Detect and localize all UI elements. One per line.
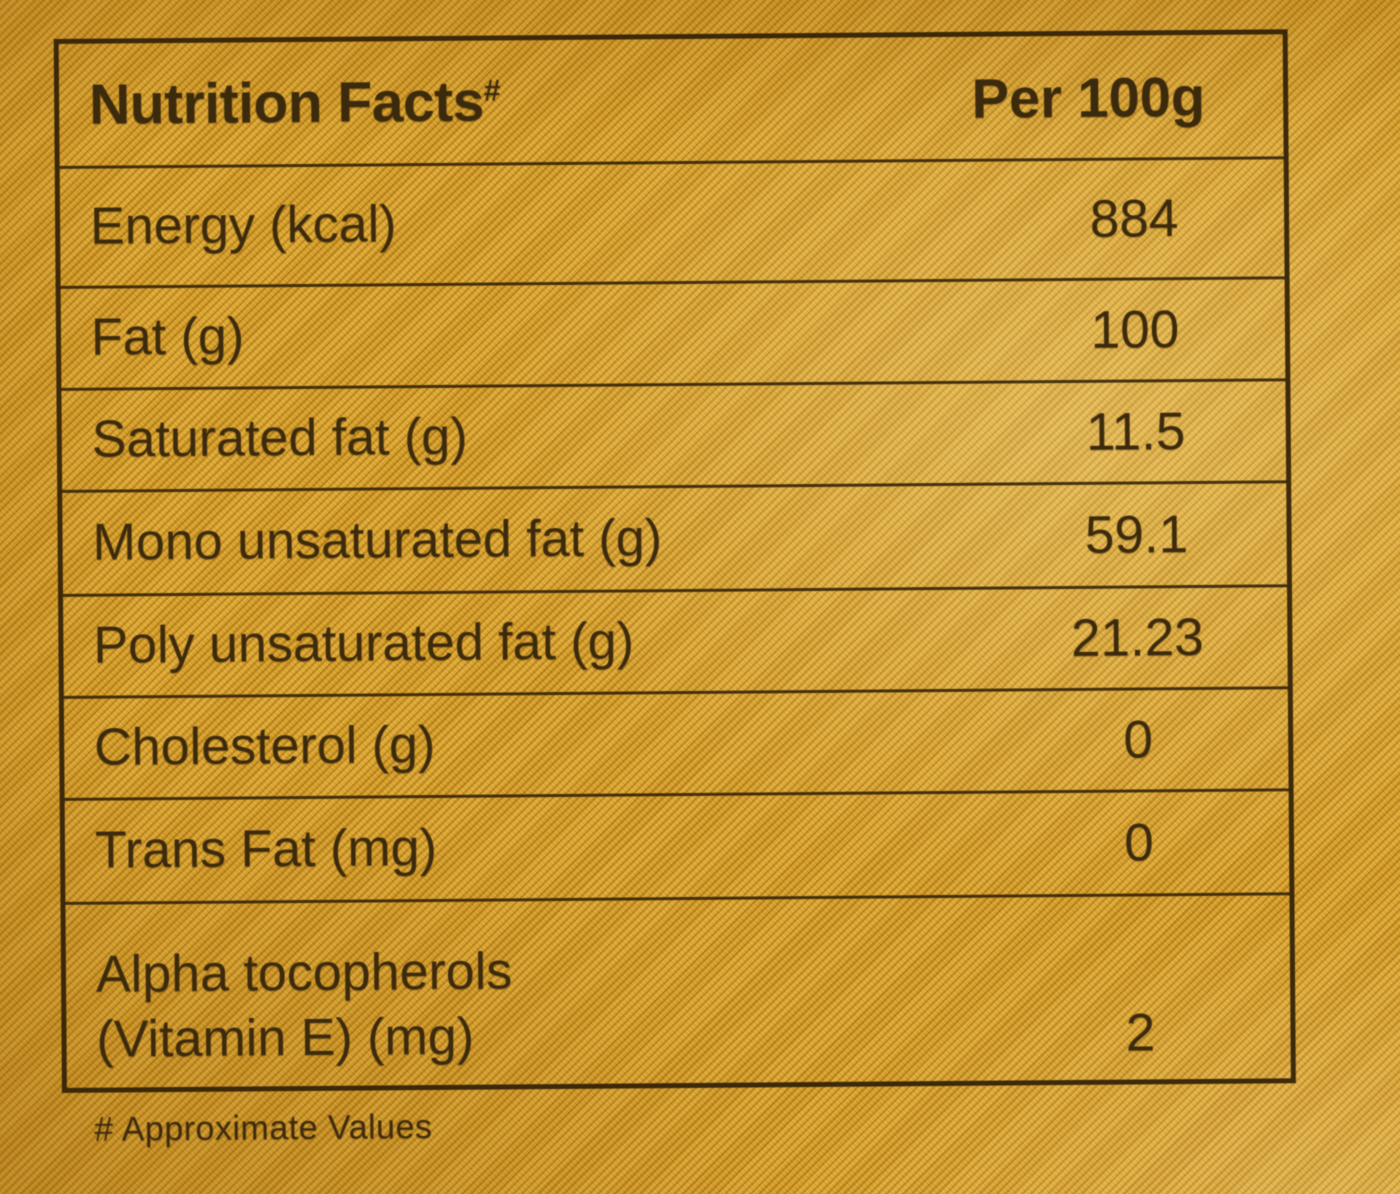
row-label: Cholesterol (g) [93, 715, 436, 777]
row-label: Saturated fat (g) [91, 407, 468, 469]
table-row-mono-unsaturated-fat: Mono unsaturated fat (g) 59.1 [62, 480, 1287, 594]
row-value: 884 [1089, 189, 1179, 249]
footnote-marker-superscript: # [483, 74, 501, 108]
row-label: Mono unsaturated fat (g) [92, 508, 663, 572]
table-row-energy: Energy (kcal) 884 [59, 156, 1285, 286]
nutrition-facts-table: Nutrition Facts# Per 100g Energy (kcal) … [53, 29, 1296, 1093]
table-row-poly-unsaturated-fat: Poly unsaturated fat (g) 21.23 [63, 584, 1288, 696]
row-value: 100 [1090, 300, 1180, 360]
table-row-saturated-fat: Saturated fat (g) 11.5 [61, 378, 1287, 490]
table-row-trans-fat: Trans Fat (mg) 0 [64, 788, 1290, 902]
row-value: 2 [1125, 1003, 1156, 1063]
table-row-cholesterol: Cholesterol (g) 0 [63, 686, 1289, 798]
footnote: # Approximate Values [94, 1108, 433, 1149]
row-label-line2: (Vitamin E) (mg) [96, 1008, 475, 1070]
row-label: Alpha tocopherols (Vitamin E) (mg) [96, 939, 513, 1073]
table-header-row: Nutrition Facts# Per 100g [59, 34, 1284, 166]
table-row-fat: Fat (g) 100 [60, 276, 1286, 388]
row-value: 59.1 [1084, 505, 1189, 565]
row-label: Fat (g) [90, 307, 245, 367]
table-row-alpha-tocopherols: Alpha tocopherols (Vitamin E) (mg) 2 [65, 892, 1291, 1088]
table-title: Nutrition Facts# [89, 68, 500, 137]
per-100g-column-header: Per 100g [971, 64, 1206, 130]
row-label: Poly unsaturated fat (g) [93, 612, 635, 675]
row-value: 0 [1123, 710, 1154, 770]
row-label-line1: Alpha tocopherols [95, 942, 513, 1004]
nutrition-label: Nutrition Facts# Per 100g Energy (kcal) … [53, 29, 1323, 1150]
row-value: 0 [1124, 813, 1154, 873]
row-value: 21.23 [1070, 607, 1204, 668]
row-label: Energy (kcal) [89, 195, 397, 256]
table-title-text: Nutrition Facts [88, 69, 485, 137]
row-label: Trans Fat (mg) [94, 818, 438, 880]
row-value: 11.5 [1085, 402, 1186, 462]
